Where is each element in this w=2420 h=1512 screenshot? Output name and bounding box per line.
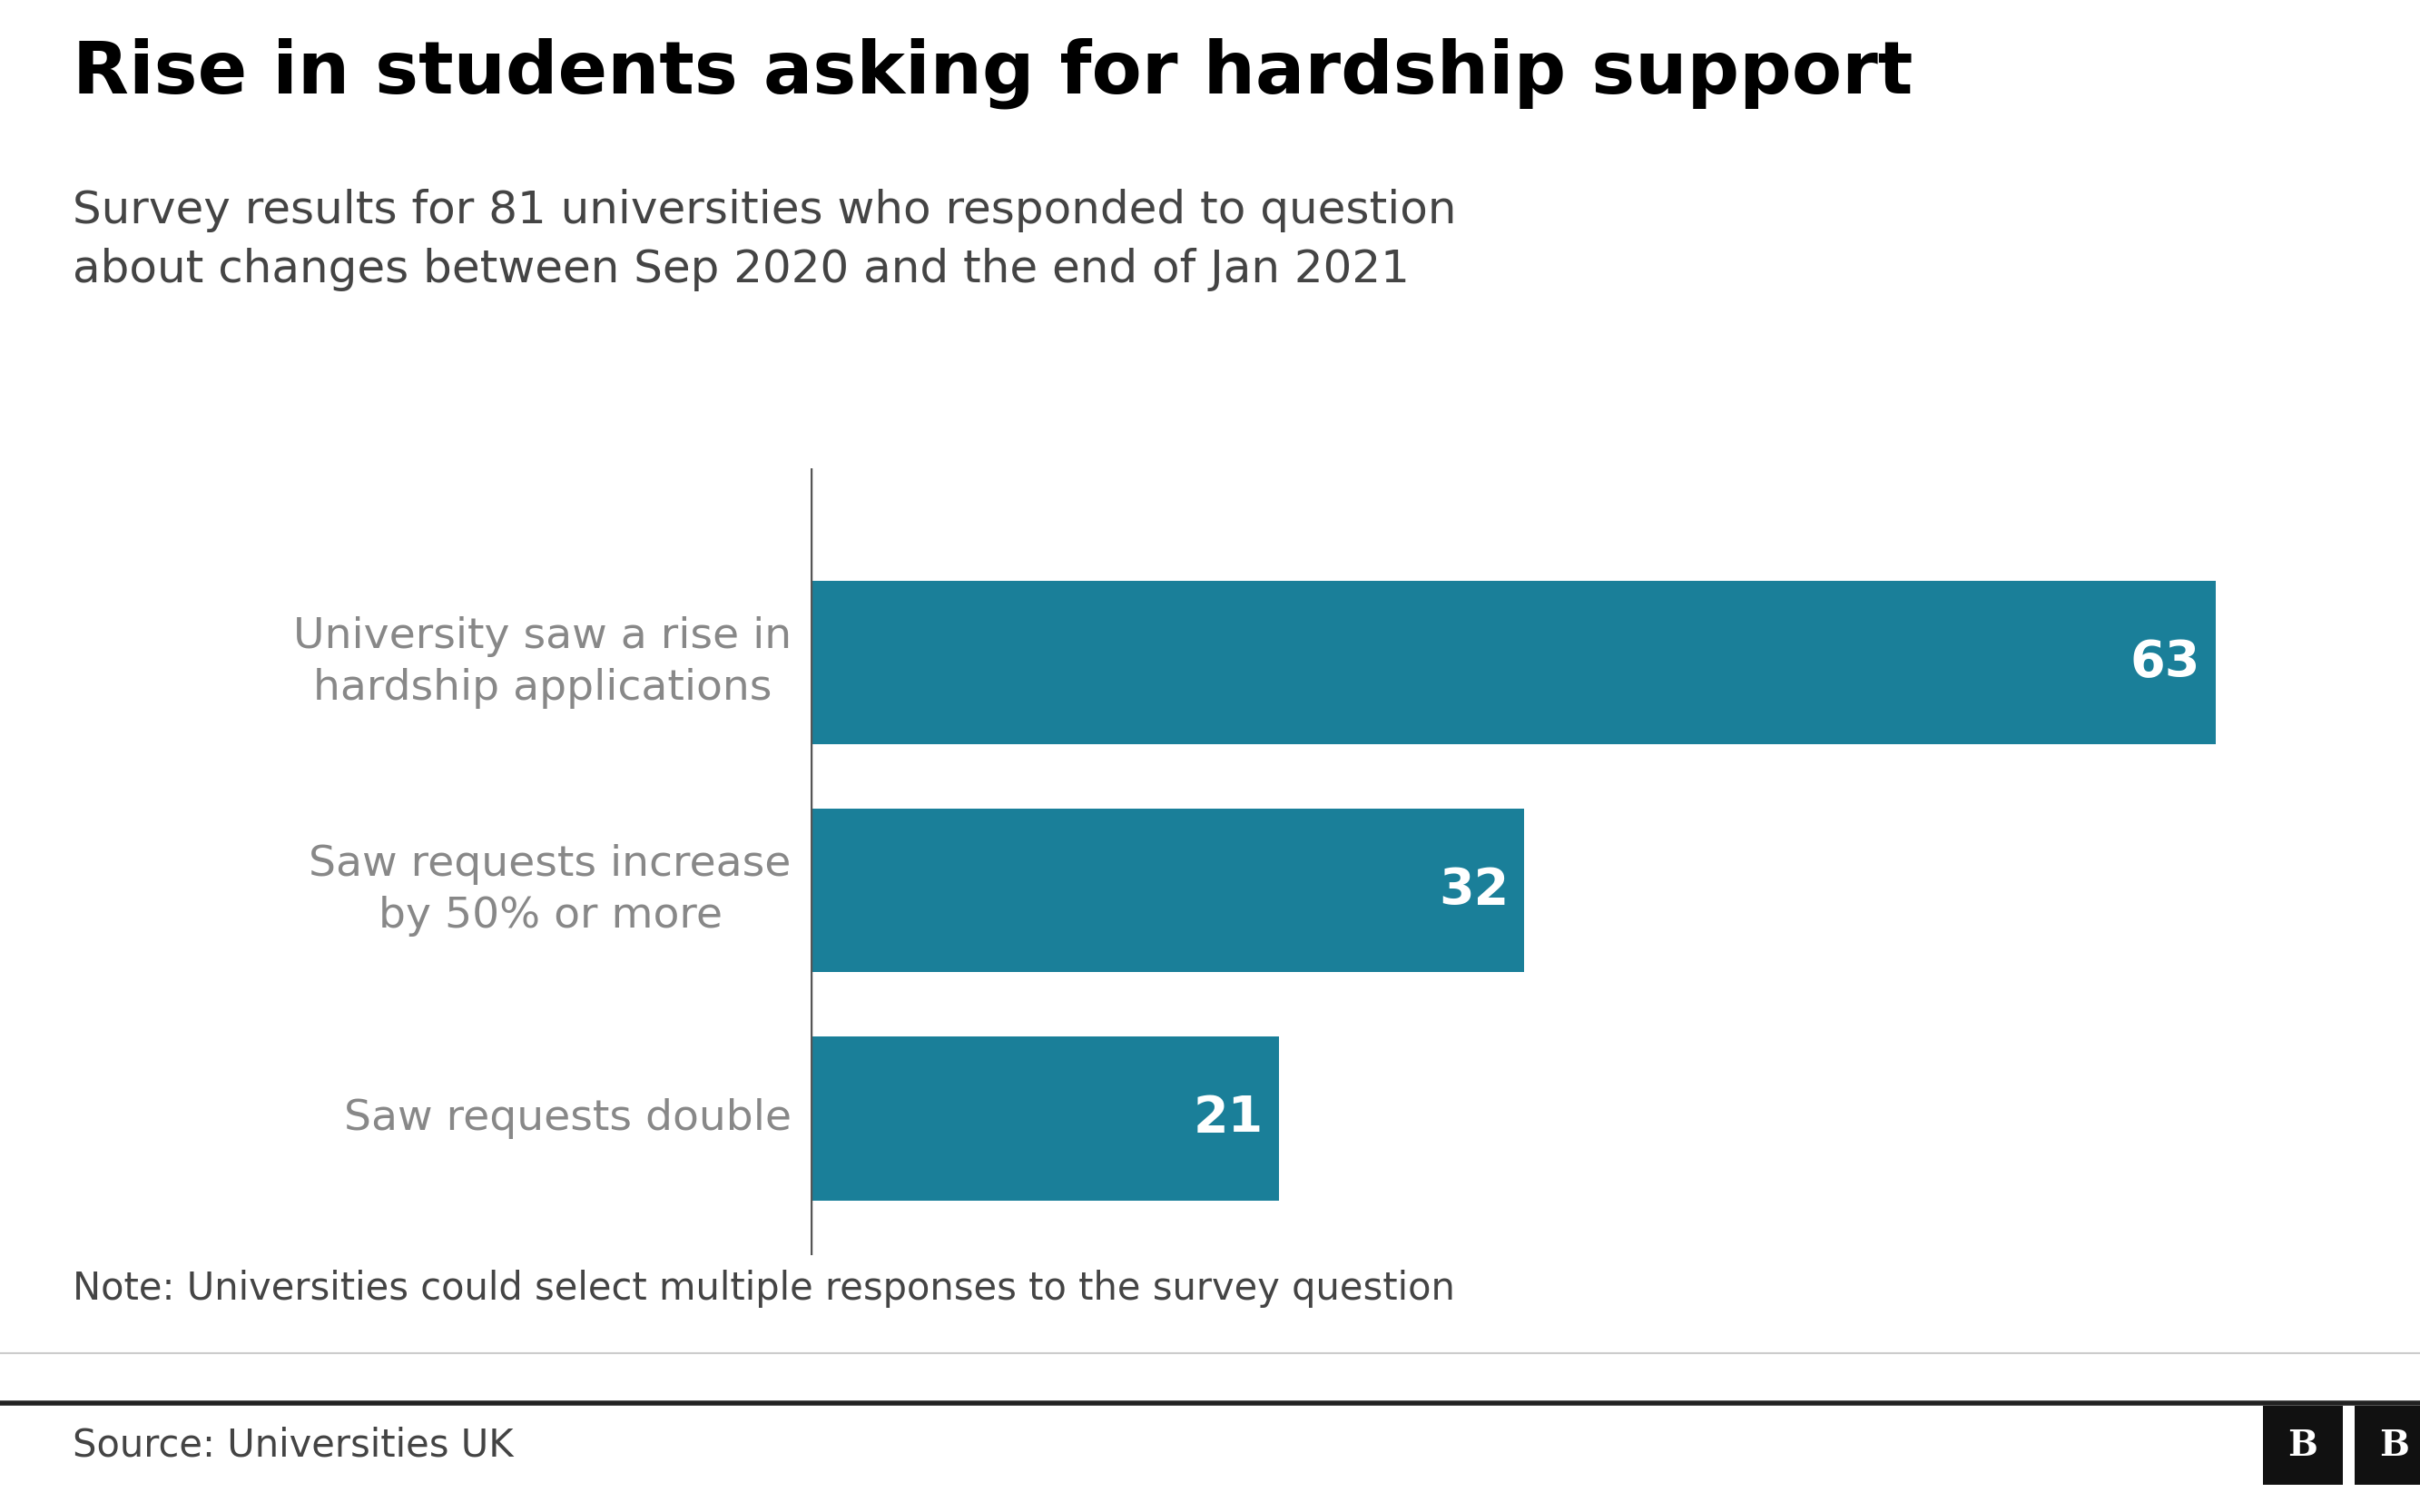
- Text: 32: 32: [1437, 866, 1508, 915]
- Text: Note: Universities could select multiple responses to the survey question: Note: Universities could select multiple…: [73, 1270, 1454, 1308]
- Text: Source: Universities UK: Source: Universities UK: [73, 1426, 513, 1464]
- Text: B: B: [2287, 1429, 2318, 1462]
- Text: 63: 63: [2130, 638, 2200, 686]
- Text: Saw requests double: Saw requests double: [344, 1098, 791, 1139]
- Text: Saw requests increase
by 50% or more: Saw requests increase by 50% or more: [310, 844, 791, 937]
- Bar: [811, 581, 2217, 744]
- Text: B: B: [2379, 1429, 2410, 1462]
- Bar: [811, 809, 1525, 972]
- Text: 21: 21: [1193, 1093, 1263, 1143]
- Text: Rise in students asking for hardship support: Rise in students asking for hardship sup…: [73, 38, 1912, 109]
- Text: University saw a rise in
hardship applications: University saw a rise in hardship applic…: [293, 615, 791, 709]
- Bar: [811, 1036, 1278, 1201]
- Text: Survey results for 81 universities who responded to question
about changes betwe: Survey results for 81 universities who r…: [73, 189, 1457, 292]
